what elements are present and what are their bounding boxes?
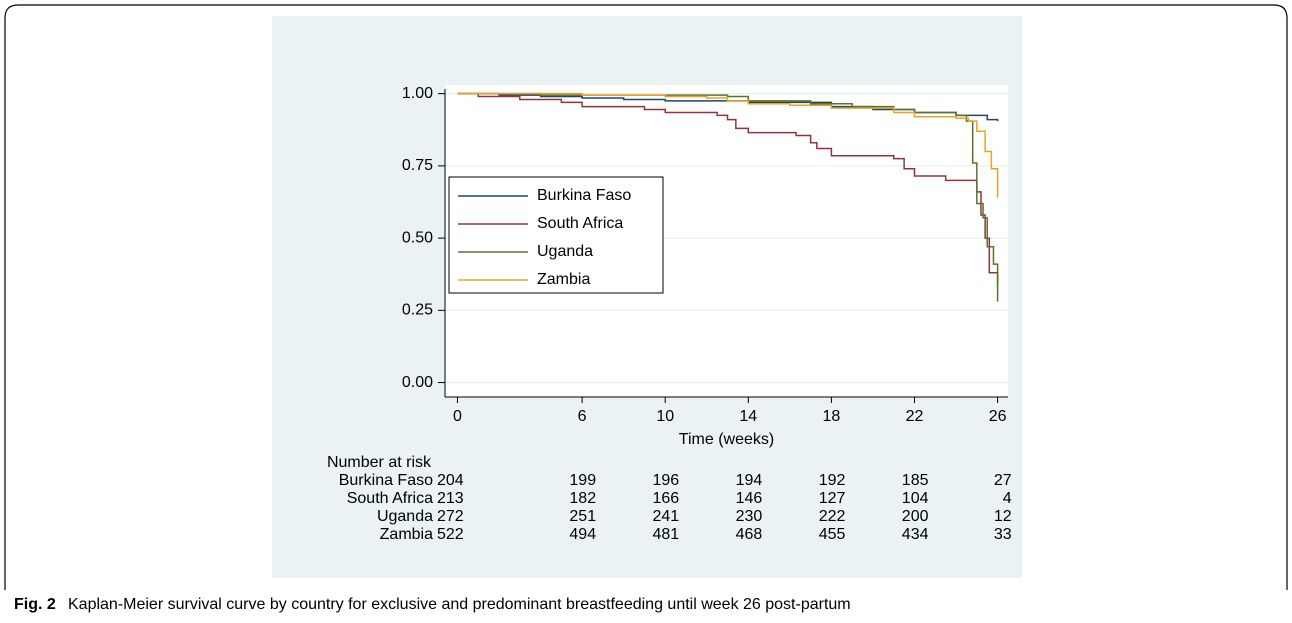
x-tick-label: 26 <box>989 408 1007 425</box>
risk-value: 196 <box>653 472 680 489</box>
risk-value: 522 <box>437 526 464 543</box>
y-tick-label: 0.00 <box>402 374 433 391</box>
risk-value: 185 <box>902 472 929 489</box>
x-tick-label: 0 <box>453 408 462 425</box>
risk-value: 146 <box>736 490 763 507</box>
survival-curve <box>457 92 999 285</box>
y-tick-label: 0.50 <box>402 229 433 246</box>
risk-value: 199 <box>569 472 596 489</box>
x-axis-label: Time (weeks) <box>679 431 774 448</box>
risk-value: 272 <box>437 508 464 525</box>
risk-value: 222 <box>819 508 846 525</box>
y-tick-label: 0.75 <box>402 157 433 174</box>
y-tick-label: 0.25 <box>402 302 433 319</box>
risk-row-name: Zambia <box>380 526 433 543</box>
risk-value: 200 <box>902 508 929 525</box>
survival-curve <box>457 92 999 198</box>
risk-row-name: South Africa <box>347 490 433 507</box>
caption-text: Kaplan-Meier survival curve by country f… <box>68 596 851 613</box>
risk-value: 104 <box>902 490 929 507</box>
risk-value: 230 <box>736 508 763 525</box>
risk-row-name: Uganda <box>377 508 433 525</box>
risk-value: 33 <box>994 526 1012 543</box>
x-tick-label: 6 <box>578 408 587 425</box>
risk-value: 434 <box>902 526 929 543</box>
risk-value: 241 <box>653 508 680 525</box>
risk-value: 251 <box>569 508 596 525</box>
x-tick-label: 14 <box>739 408 757 425</box>
risk-value: 27 <box>994 472 1012 489</box>
x-tick-label: 18 <box>823 408 841 425</box>
legend-label: South Africa <box>537 215 623 232</box>
risk-value: 194 <box>736 472 763 489</box>
legend-label: Burkina Faso <box>537 187 631 204</box>
risk-value: 213 <box>437 490 464 507</box>
y-tick-label: 1.00 <box>402 85 433 102</box>
risk-value: 468 <box>736 526 763 543</box>
risk-value: 166 <box>653 490 680 507</box>
risk-value: 204 <box>437 472 464 489</box>
risk-table-title: Number at risk <box>327 454 432 471</box>
risk-value: 481 <box>653 526 680 543</box>
survival-curve <box>457 92 999 302</box>
x-tick-label: 22 <box>906 408 924 425</box>
risk-value: 127 <box>819 490 846 507</box>
risk-value: 12 <box>994 508 1012 525</box>
risk-row-name: Burkina Faso <box>339 472 433 489</box>
legend-label: Uganda <box>537 243 593 260</box>
risk-value: 192 <box>819 472 846 489</box>
risk-value: 4 <box>1003 490 1012 507</box>
legend-label: Zambia <box>537 271 590 288</box>
risk-value: 182 <box>569 490 596 507</box>
risk-value: 494 <box>569 526 596 543</box>
frame <box>4 4 1288 590</box>
risk-value: 455 <box>819 526 846 543</box>
x-tick-label: 10 <box>656 408 674 425</box>
caption-label: Fig. 2 <box>14 596 56 613</box>
